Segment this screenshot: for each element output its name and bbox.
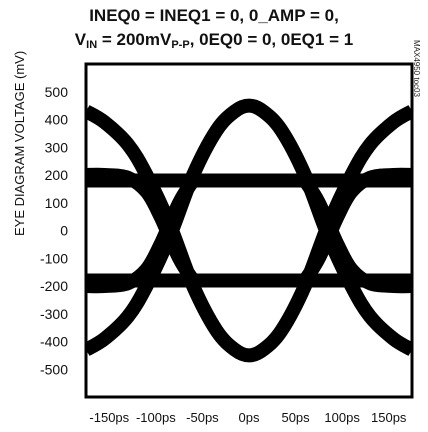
y-tick-label: 400 xyxy=(45,112,69,128)
eye-trace-6 xyxy=(86,176,200,294)
x-tick-label: 0ps xyxy=(239,410,260,425)
y-tick-label: -500 xyxy=(40,361,68,377)
title-mid: = 200mV xyxy=(97,30,172,49)
title-suffix: , 0EQ0 = 0, 0EQ1 = 1 xyxy=(189,30,354,49)
y-tick-label: 500 xyxy=(45,84,69,100)
title-prefix-subscript: IN xyxy=(86,39,98,51)
title-prefix: V xyxy=(74,30,87,49)
y-tick-label: -400 xyxy=(40,334,68,350)
x-tick-labels: -150ps -100ps -50ps 0ps 50ps 100ps 150ps xyxy=(89,410,407,425)
y-tick-labels: 500 400 300 200 100 0 -100 -200 -300 -400 -500 xyxy=(40,84,68,378)
y-tick-label: -100 xyxy=(40,250,68,266)
eye-trace-5 xyxy=(86,167,200,285)
eye-traces xyxy=(86,98,412,363)
plot-frame xyxy=(84,62,414,399)
eye-trace-2 xyxy=(86,98,412,356)
y-tick-label: -300 xyxy=(40,306,68,322)
y-tick-label: 0 xyxy=(60,223,68,239)
x-tick-label: -50ps xyxy=(186,410,219,425)
chart-title-line-2: VIN = 200mVP-P, 0EQ0 = 0, 0EQ1 = 1 xyxy=(0,30,428,55)
eye-trace-1 xyxy=(86,105,412,363)
chart-title-line-1: INEQ0 = INEQ1 = 0, 0_AMP = 0, xyxy=(89,6,339,25)
x-tick-label: 150ps xyxy=(371,410,407,425)
x-tick-label: 50ps xyxy=(281,410,310,425)
y-tick-label: 100 xyxy=(45,195,69,211)
y-tick-label: 300 xyxy=(45,139,69,155)
x-tick-label: -100ps xyxy=(136,410,176,425)
eye-trace-8 xyxy=(298,176,412,294)
eye-trace-7 xyxy=(298,167,412,285)
title-unit-subscript: P-P xyxy=(171,39,190,51)
y-tick-label: 200 xyxy=(45,167,69,183)
x-tick-label: -150ps xyxy=(89,410,129,425)
x-tick-label: 100ps xyxy=(324,410,360,425)
y-tick-label: -200 xyxy=(40,278,68,294)
